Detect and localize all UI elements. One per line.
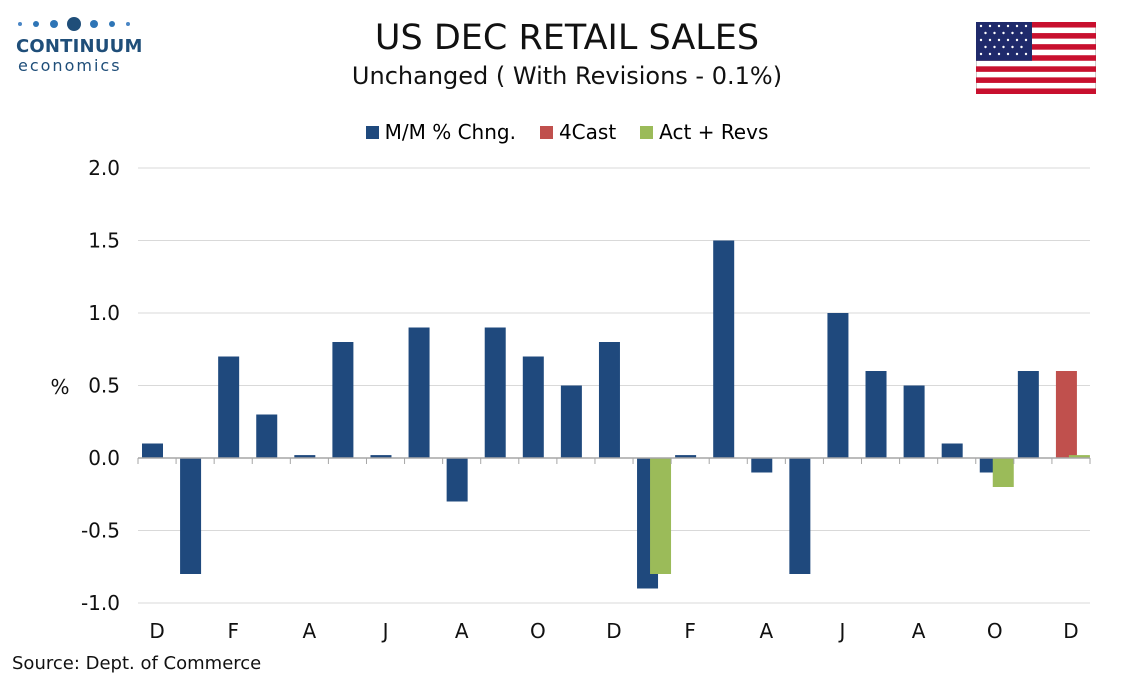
x-tick-label: A	[303, 619, 317, 643]
legend: M/M % Chng. 4Cast Act + Revs	[0, 120, 1134, 144]
legend-label-mm: M/M % Chng.	[384, 120, 516, 144]
y-tick-label: 0.0	[88, 446, 120, 470]
bar-mm	[484, 327, 506, 458]
bar-mm	[751, 458, 773, 473]
legend-swatch-mm	[365, 125, 379, 139]
legend-item-mm: M/M % Chng.	[365, 120, 516, 144]
x-tick-label: D	[1063, 619, 1078, 643]
legend-swatch-4cast	[539, 125, 553, 139]
x-tick-label: D	[149, 619, 164, 643]
y-tick-label: -0.5	[81, 519, 120, 543]
bar-act-revs	[992, 458, 1014, 487]
bar-mm	[941, 443, 963, 458]
legend-label-act-revs: Act + Revs	[659, 120, 769, 144]
x-tick-label: O	[530, 619, 546, 643]
bar-act-revs	[650, 458, 672, 574]
bar-mm	[370, 455, 392, 458]
x-tick-label: A	[759, 619, 773, 643]
x-tick-label: J	[381, 619, 389, 643]
x-tick-label: O	[987, 619, 1003, 643]
bar-mm	[408, 327, 430, 458]
bar-mm	[294, 455, 316, 458]
legend-item-act-revs: Act + Revs	[640, 120, 768, 144]
bar-mm	[218, 356, 240, 458]
y-axis-label: %	[50, 375, 69, 399]
y-tick-label: 1.0	[88, 301, 120, 325]
y-tick-label: 2.0	[88, 156, 120, 180]
bar-mm	[522, 356, 544, 458]
bar-mm	[446, 458, 468, 502]
x-tick-label: F	[227, 619, 239, 643]
y-tick-label: 0.5	[88, 374, 120, 398]
bar-mm	[598, 342, 620, 458]
bar-mm	[142, 443, 163, 458]
bar-mm	[903, 385, 925, 458]
x-tick-label: J	[838, 619, 846, 643]
bar-mm	[789, 458, 811, 574]
logo-dots-icon	[18, 17, 130, 31]
legend-label-4cast: 4Cast	[558, 120, 617, 144]
x-tick-label: F	[684, 619, 696, 643]
bar-mm	[1017, 371, 1039, 458]
legend-swatch-act-revs	[640, 125, 654, 139]
bar-mm	[713, 240, 735, 458]
bar-act-revs	[1068, 455, 1090, 458]
logo-subtitle: economics	[18, 56, 122, 75]
bar-mm	[827, 313, 849, 458]
bar-4cast	[1055, 371, 1077, 458]
bar-mm	[865, 371, 887, 458]
bar-mm	[560, 385, 582, 458]
bar-mm	[180, 458, 202, 574]
y-tick-label: -1.0	[81, 591, 120, 615]
source-note: Source: Dept. of Commerce	[12, 653, 262, 674]
logo: CONTINUUM economics	[10, 14, 143, 76]
chart-subtitle: Unchanged ( With Revisions - 0.1%)	[351, 62, 783, 90]
logo-name: CONTINUUM	[16, 36, 143, 57]
chart-title: US DEC RETAIL SALES	[374, 18, 760, 58]
bar-mm	[256, 414, 278, 458]
y-tick-label: 1.5	[88, 229, 120, 253]
bar-mm	[332, 342, 354, 458]
x-tick-label: D	[606, 619, 621, 643]
x-tick-label: A	[912, 619, 926, 643]
us-flag-icon	[976, 22, 1096, 94]
legend-item-4cast: 4Cast	[539, 120, 617, 144]
bar-mm	[675, 455, 697, 458]
x-tick-label: A	[455, 619, 469, 643]
